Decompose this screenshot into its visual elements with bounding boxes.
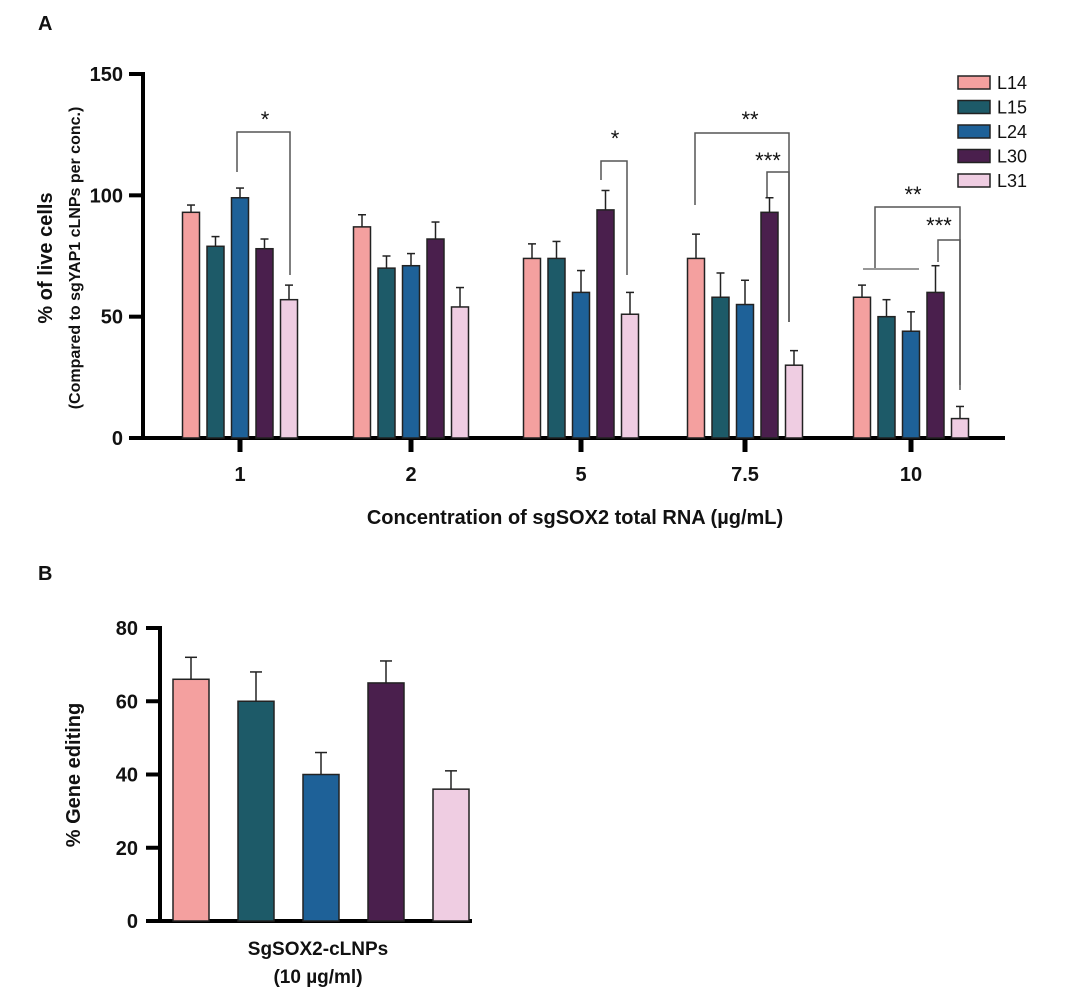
b-y-tick-label: 20: [116, 838, 138, 860]
a-y-tick-label: 50: [101, 307, 123, 329]
significance-label: *: [611, 126, 620, 151]
bar-l30: [596, 209, 615, 439]
b-y-tick-label: 80: [116, 618, 138, 640]
significance-label: ***: [755, 148, 781, 173]
b-y-tick-label: 40: [116, 765, 138, 787]
significance-label: **: [904, 182, 922, 207]
b-y-tick-label: 60: [116, 691, 138, 713]
a-y-tick-label: 100: [90, 185, 123, 207]
legend-swatch-l15: [957, 99, 991, 115]
bar-l31: [784, 364, 804, 439]
legend-label: L30: [997, 147, 1027, 167]
bar-l24: [901, 330, 921, 439]
bar-l14: [352, 226, 372, 439]
a-y-tick-label: 0: [112, 428, 123, 450]
bar-l24: [401, 264, 421, 439]
bar-l15: [377, 267, 396, 439]
legend-label: L24: [997, 122, 1027, 142]
legend-label: L14: [997, 73, 1027, 93]
bar-l31: [279, 298, 299, 439]
bar-l31: [450, 306, 470, 439]
b-ylabel: % Gene editing: [63, 703, 85, 847]
a-x-tick-label: 10: [900, 464, 922, 486]
bar-l14: [686, 257, 706, 439]
bar-l24: [302, 773, 340, 922]
b-xlabel-2: (10 µg/ml): [273, 967, 362, 988]
a-x-tick-label: 2: [405, 464, 416, 486]
a-x-tick-label: 1: [234, 464, 245, 486]
a-ylabel: % of live cells: [35, 192, 57, 323]
bar-l14: [181, 211, 201, 439]
chart-a: % of live cells (Compared to sgYAP1 cLNP…: [35, 64, 1027, 529]
legend-swatch-l31: [957, 173, 991, 188]
bar-l31: [432, 788, 470, 922]
significance-label: ***: [926, 213, 952, 238]
a-y-tick-label: 150: [90, 64, 123, 86]
a-xlabel: Concentration of sgSOX2 total RNA (µg/mL…: [367, 507, 783, 529]
legend-label: L15: [997, 98, 1027, 118]
chart-b: % Gene editing SgSOX2-cLNPs (10 µg/ml) 0…: [63, 618, 472, 988]
legend-label: L31: [997, 171, 1027, 191]
b-xlabel: SgSOX2-cLNPs: [248, 939, 388, 960]
bar-l15: [206, 245, 225, 439]
legend-swatch-l14: [957, 75, 991, 90]
bar-l15: [877, 315, 896, 439]
bar-l24: [571, 291, 591, 439]
b-y-tick-label: 0: [127, 911, 138, 933]
bar-l14: [522, 257, 542, 439]
significance-bracket: [766, 171, 790, 322]
legend-swatch-l24: [957, 124, 991, 139]
significance-label: *: [261, 107, 270, 132]
legend-swatch-l30: [957, 148, 991, 164]
bar-l14: [852, 296, 872, 439]
bar-l15: [237, 700, 275, 922]
bar-l15: [711, 296, 730, 439]
bar-l30: [367, 682, 405, 922]
bar-l30: [426, 238, 445, 439]
bar-l31: [620, 313, 640, 439]
significance-bracket: [600, 160, 628, 275]
panel-label-b: B: [38, 563, 52, 585]
bar-l24: [735, 303, 755, 439]
bar-l15: [547, 257, 566, 439]
significance-label: **: [741, 107, 759, 132]
panel-label-a: A: [38, 13, 52, 35]
a-x-tick-label: 5: [575, 464, 586, 486]
bar-l31: [950, 417, 970, 439]
significance-bracket: [937, 239, 961, 385]
bar-l30: [255, 247, 274, 439]
bar-l30: [760, 211, 779, 439]
bar-l14: [172, 678, 210, 922]
significance-bracket: [236, 131, 291, 275]
a-x-tick-label: 7.5: [731, 464, 759, 486]
bar-l30: [926, 291, 945, 439]
a-ylabel-2: (Compared to sgYAP1 cLNPs per conc.): [67, 107, 84, 410]
bar-l24: [230, 197, 250, 439]
